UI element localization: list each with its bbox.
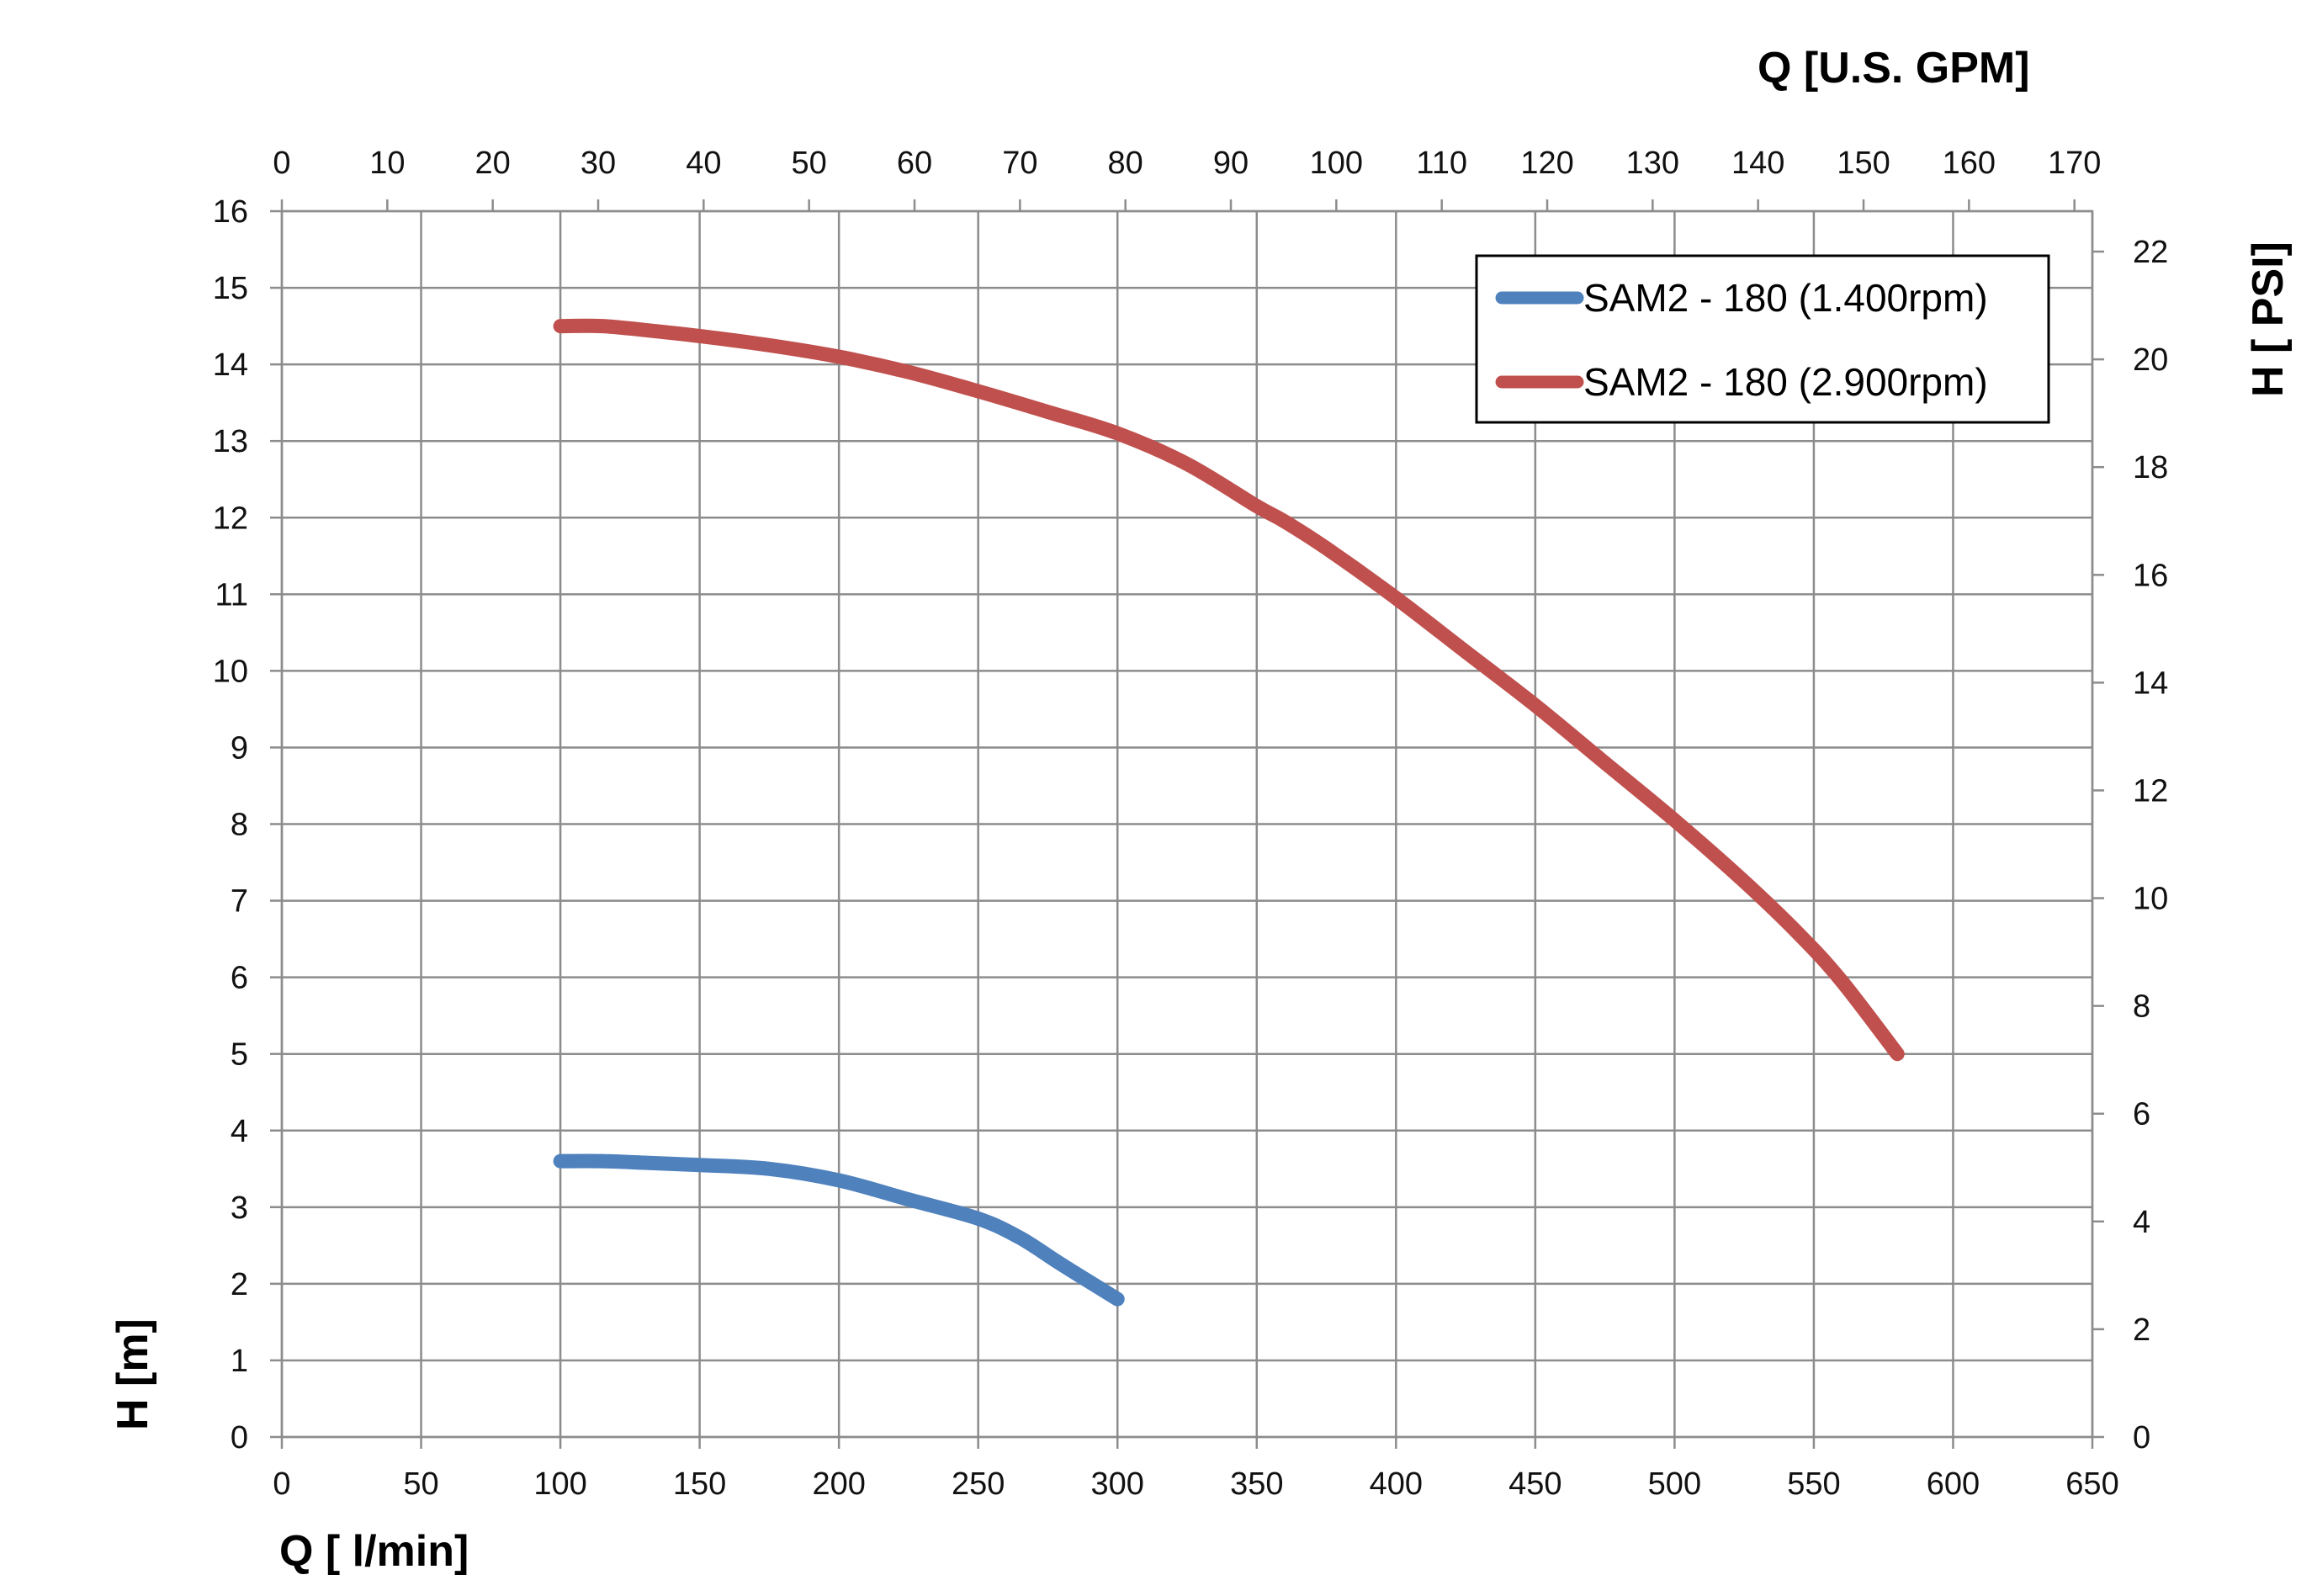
x-bottom-tick-label: 100 <box>533 1466 586 1502</box>
legend-label-series-2: SAM2 - 180 (2.900rpm) <box>1583 360 1988 404</box>
x-bottom-tick-label: 600 <box>1927 1466 1980 1502</box>
y-right-tick-label: 22 <box>2133 235 2168 270</box>
y-left-tick-label: 8 <box>231 808 248 843</box>
y-left-tick-label: 1 <box>231 1344 248 1379</box>
y-left-tick-label: 15 <box>213 271 248 306</box>
y-right-tick-label: 20 <box>2133 342 2168 378</box>
y-left-tick-label: 11 <box>215 577 248 612</box>
x-top-tick-label: 10 <box>369 146 405 181</box>
x-top-tick-label: 30 <box>581 146 616 181</box>
x-top-tick-label: 40 <box>686 146 721 181</box>
x-bottom-tick-label: 200 <box>812 1466 865 1502</box>
y-left-tick-label: 0 <box>231 1420 248 1455</box>
x-top-tick-label: 80 <box>1108 146 1143 181</box>
y-left-tick-label: 7 <box>231 884 248 920</box>
x-axis-bottom-title: Q [ l/min] <box>279 1527 469 1576</box>
y-right-tick-label: 0 <box>2133 1420 2150 1455</box>
y-left-tick-label: 9 <box>231 730 248 766</box>
x-top-tick-label: 90 <box>1213 146 1249 181</box>
y-axis-right-ticks: 0 2 4 6 8 10 12 14 16 18 20 22 <box>2092 235 2168 1455</box>
x-top-tick-label: 120 <box>1520 146 1573 181</box>
y-left-tick-label: 6 <box>231 961 248 996</box>
x-bottom-tick-label: 150 <box>673 1466 726 1502</box>
y-left-tick-label: 16 <box>213 194 248 230</box>
y-left-tick-label: 3 <box>231 1190 248 1226</box>
x-bottom-tick-label: 400 <box>1370 1466 1423 1502</box>
y-right-tick-label: 16 <box>2133 558 2168 593</box>
x-axis-top-ticks: 0 10 20 30 40 50 60 70 80 90 100 110 120 130 140 150 160… <box>273 146 2101 211</box>
y-left-tick-label: 12 <box>213 501 248 536</box>
legend-label-series-1: SAM2 - 180 (1.400rpm) <box>1583 276 1988 320</box>
x-bottom-tick-label: 450 <box>1508 1466 1561 1502</box>
y-axis-left-title: H [m] <box>109 1318 157 1430</box>
x-top-tick-label: 70 <box>1002 146 1037 181</box>
legend-box <box>1475 254 2050 424</box>
y-right-tick-label: 12 <box>2133 773 2168 809</box>
x-bottom-tick-label: 650 <box>2065 1466 2118 1502</box>
y-right-tick-label: 10 <box>2133 882 2168 917</box>
y-right-tick-label: 18 <box>2133 450 2168 485</box>
x-top-tick-label: 50 <box>792 146 827 181</box>
y-left-tick-label: 14 <box>213 347 248 383</box>
x-top-tick-label: 130 <box>1626 146 1679 181</box>
x-top-tick-label: 100 <box>1310 146 1363 181</box>
x-bottom-tick-label: 300 <box>1091 1466 1144 1502</box>
x-bottom-tick-label: 550 <box>1787 1466 1840 1502</box>
x-top-tick-label: 140 <box>1731 146 1784 181</box>
x-top-tick-label: 110 <box>1416 146 1467 181</box>
x-axis-bottom-ticks: 0 50 100 150 200 250 300 350 400 450 500 550 600 650 <box>273 1437 2119 1502</box>
y-right-tick-label: 4 <box>2133 1205 2150 1240</box>
x-top-tick-label: 150 <box>1837 146 1890 181</box>
y-left-tick-label: 10 <box>213 654 248 689</box>
y-right-tick-label: 2 <box>2133 1312 2150 1348</box>
x-bottom-tick-label: 50 <box>403 1466 438 1502</box>
x-bottom-tick-label: 250 <box>952 1466 1005 1502</box>
x-top-tick-label: 20 <box>475 146 511 181</box>
y-left-tick-label: 13 <box>213 424 248 459</box>
y-axis-right-title: H [ PSI] <box>2244 241 2293 397</box>
series-line-1 <box>553 1153 1125 1307</box>
y-left-tick-label: 5 <box>231 1037 248 1073</box>
x-top-tick-label: 0 <box>273 146 290 181</box>
x-bottom-tick-label: 350 <box>1230 1466 1283 1502</box>
x-top-tick-label: 160 <box>1943 146 1996 181</box>
series-line-2 <box>553 318 1905 1062</box>
y-right-tick-label: 8 <box>2133 989 2150 1025</box>
x-axis-top-title: Q [U.S. GPM] <box>1758 44 2030 93</box>
legend: SAM2 - 180 (1.400rpm) SAM2 - 180 (2.900r… <box>1475 254 2050 424</box>
x-bottom-tick-label: 500 <box>1648 1466 1701 1502</box>
y-left-tick-label: 4 <box>231 1114 248 1149</box>
y-right-tick-label: 14 <box>2133 665 2168 701</box>
x-top-tick-label: 170 <box>2048 146 2101 181</box>
y-left-tick-label: 2 <box>231 1267 248 1302</box>
series-lines <box>553 318 1905 1307</box>
y-right-tick-label: 6 <box>2133 1097 2150 1132</box>
x-bottom-tick-label: 0 <box>273 1466 290 1502</box>
x-top-tick-label: 60 <box>897 146 932 181</box>
